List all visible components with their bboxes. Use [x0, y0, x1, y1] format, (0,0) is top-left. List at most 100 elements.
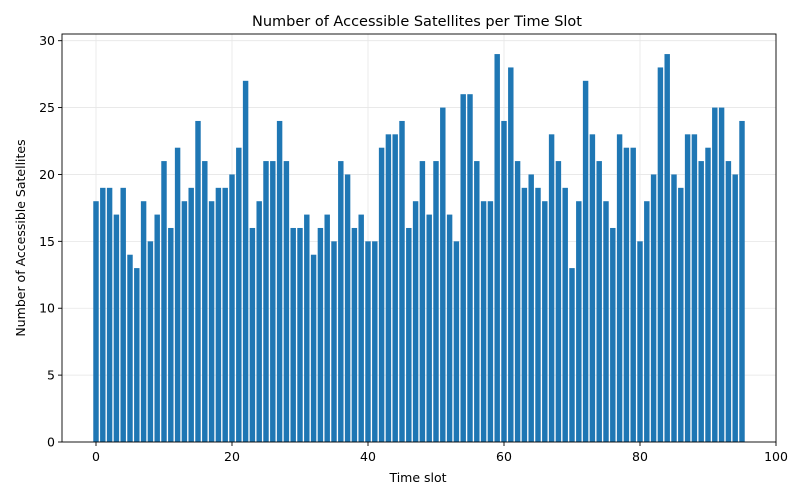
x-tick-label: 0 [92, 449, 100, 464]
y-tick-label: 10 [39, 301, 55, 316]
bar [616, 134, 623, 442]
bar [603, 201, 609, 442]
bar [725, 161, 732, 442]
bar [147, 241, 154, 442]
bar [195, 120, 201, 443]
bar [93, 201, 99, 442]
bar [106, 187, 113, 442]
bar [324, 214, 330, 442]
y-axis-label: Number of Accessible Satellites [13, 139, 28, 336]
bar [657, 67, 664, 442]
bar [208, 201, 215, 442]
bar [222, 187, 228, 442]
x-tick-label: 80 [632, 449, 648, 464]
bar [344, 174, 351, 442]
bar [236, 147, 242, 442]
bar [100, 187, 106, 442]
bar [678, 187, 684, 442]
bar [514, 161, 521, 442]
bar [480, 201, 487, 442]
bar [433, 161, 439, 442]
bar [548, 134, 555, 442]
y-tick-label: 5 [47, 368, 55, 383]
bar [542, 201, 548, 442]
bar [399, 120, 405, 443]
bar [351, 227, 358, 442]
bar [412, 201, 419, 442]
bar [494, 54, 500, 442]
bar [134, 268, 140, 442]
bar [174, 147, 181, 442]
bar [161, 161, 167, 442]
x-tick-label: 20 [224, 449, 240, 464]
bar [732, 174, 738, 442]
bar [718, 107, 725, 443]
bar [120, 187, 126, 442]
bar [331, 241, 337, 442]
bar [127, 254, 133, 442]
bar [521, 187, 528, 442]
bar [460, 94, 466, 443]
bar [508, 67, 514, 442]
y-tick-label: 20 [39, 167, 55, 182]
bar [582, 80, 589, 442]
bar [242, 80, 249, 442]
bar [140, 201, 147, 442]
bar [630, 147, 636, 442]
bar [576, 201, 582, 442]
y-tick-label: 30 [39, 33, 55, 48]
bar [154, 214, 160, 442]
y-axis-ticks: 0 5 10 15 20 25 30 [39, 33, 62, 450]
bar [446, 214, 453, 442]
bar [528, 174, 534, 442]
bar [419, 161, 426, 442]
bar [392, 134, 398, 442]
bar [290, 227, 296, 442]
bar [535, 187, 541, 442]
bar [644, 201, 650, 442]
plot-frame [61, 33, 777, 443]
bars [93, 54, 745, 443]
bar [249, 227, 256, 442]
bar [555, 161, 562, 442]
y-tick-label: 0 [47, 435, 55, 450]
x-axis-label: Time slot [388, 470, 446, 485]
bar [501, 120, 507, 443]
bar [263, 161, 269, 442]
bar [453, 241, 460, 442]
bar [596, 161, 602, 442]
bar [202, 161, 208, 442]
bar [215, 187, 222, 442]
bar [739, 120, 745, 443]
bar [229, 174, 235, 442]
bar [385, 134, 392, 442]
bar [378, 147, 385, 442]
bar [358, 214, 364, 442]
bar [569, 268, 575, 442]
bar [562, 187, 568, 442]
bar [168, 227, 174, 442]
bar [705, 147, 711, 442]
bar [338, 161, 344, 442]
chart-title: Number of Accessible Satellites per Time… [252, 14, 582, 30]
bar [365, 241, 371, 442]
bar [440, 107, 446, 443]
bar [691, 134, 698, 442]
y-tick-label: 25 [39, 100, 55, 115]
bar [181, 201, 188, 442]
bar [664, 54, 670, 442]
bar [310, 254, 317, 442]
bar [467, 94, 473, 443]
bar [406, 227, 412, 442]
bar [474, 161, 480, 442]
bar [372, 241, 378, 442]
bar [256, 201, 262, 442]
bar [698, 161, 704, 442]
bar [712, 107, 718, 443]
bar [113, 214, 120, 442]
bar [589, 134, 596, 442]
bar [610, 227, 616, 442]
bar [487, 201, 494, 442]
bar [623, 147, 630, 442]
